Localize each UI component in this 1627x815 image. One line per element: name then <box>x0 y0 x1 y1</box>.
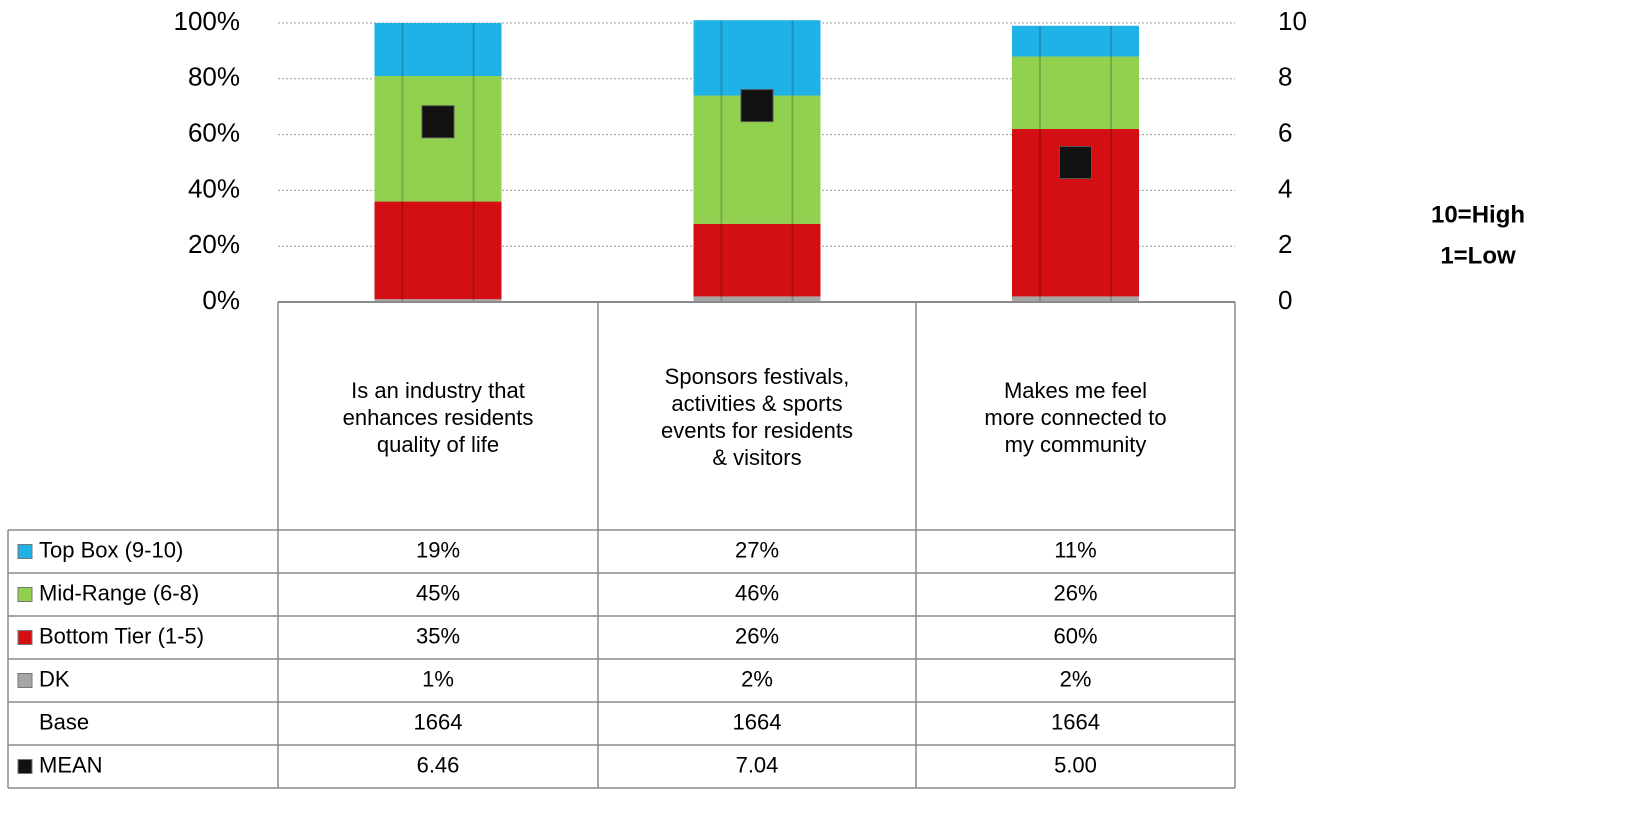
table-cell: 46% <box>735 580 779 605</box>
y2-tick-label: 4 <box>1278 173 1292 203</box>
legend-swatch <box>17 544 33 559</box>
legend-label: DK <box>39 666 70 691</box>
bar-segment <box>1012 56 1139 130</box>
annotation: 10=High <box>1431 201 1525 228</box>
bar-segment <box>693 20 821 96</box>
legend-label: Base <box>39 709 89 734</box>
y2-tick-label: 0 <box>1278 285 1292 315</box>
bar-segment <box>693 223 821 297</box>
table-cell: 27% <box>735 537 779 562</box>
category-cell: Sponsors festivals, activities & sports … <box>661 364 853 470</box>
category-cell: Is an industry that enhances residents q… <box>342 377 534 457</box>
x-tick-label: Sponsors festivals, activities & sports … <box>661 364 853 470</box>
mean-marker <box>740 89 774 123</box>
y-tick-label: 60% <box>188 117 240 147</box>
legend-label: Top Box (9-10) <box>39 537 183 562</box>
table-cell: 19% <box>416 537 460 562</box>
y2-tick-label: 10 <box>1278 6 1307 36</box>
legend-swatch <box>17 587 33 602</box>
table-cell: 60% <box>1053 623 1097 648</box>
bar-segment <box>374 299 502 302</box>
mean-marker <box>421 105 455 139</box>
mean-marker <box>1059 146 1092 179</box>
y-tick-label: 100% <box>174 6 241 36</box>
bar-segment <box>374 76 502 202</box>
y2-tick-label: 6 <box>1278 117 1292 147</box>
table-cell: 7.04 <box>736 752 779 777</box>
table-cell: 26% <box>735 623 779 648</box>
table-cell: 1664 <box>414 709 463 734</box>
table-cell: 2% <box>1060 666 1092 691</box>
bar-segment <box>693 296 821 302</box>
x-tick-label: Makes me feel more connected to my commu… <box>984 377 1167 457</box>
legend-swatch <box>17 759 33 774</box>
x-tick-label: Is an industry that enhances residents q… <box>342 377 534 457</box>
table-cell: 26% <box>1053 580 1097 605</box>
legend-label: Mid-Range (6-8) <box>39 580 199 605</box>
table-cell: 1% <box>422 666 454 691</box>
legend-swatch <box>17 673 33 688</box>
annotation: 1=Low <box>1440 242 1516 269</box>
bar-segment <box>1012 25 1139 57</box>
table-cell: 2% <box>741 666 773 691</box>
table-cell: 11% <box>1054 537 1096 562</box>
legend-swatch <box>17 630 33 645</box>
table-cell: 1664 <box>733 709 782 734</box>
bar-segment <box>374 201 502 300</box>
y2-tick-label: 8 <box>1278 62 1292 92</box>
y-tick-label: 80% <box>188 62 240 92</box>
y-tick-label: 20% <box>188 229 240 259</box>
y-tick-label: 0% <box>202 285 240 315</box>
y-tick-label: 40% <box>188 173 240 203</box>
bar-segment <box>1012 296 1139 302</box>
category-cell: Makes me feel more connected to my commu… <box>984 377 1167 457</box>
table-cell: 1664 <box>1051 709 1100 734</box>
table-cell: 6.46 <box>417 752 460 777</box>
bar-segment <box>374 23 502 77</box>
y2-tick-label: 2 <box>1278 229 1292 259</box>
table-cell: 45% <box>416 580 460 605</box>
table-cell: 5.00 <box>1054 752 1097 777</box>
legend-label: MEAN <box>39 752 103 777</box>
legend-label: Bottom Tier (1-5) <box>39 623 204 648</box>
table-cell: 35% <box>416 623 460 648</box>
